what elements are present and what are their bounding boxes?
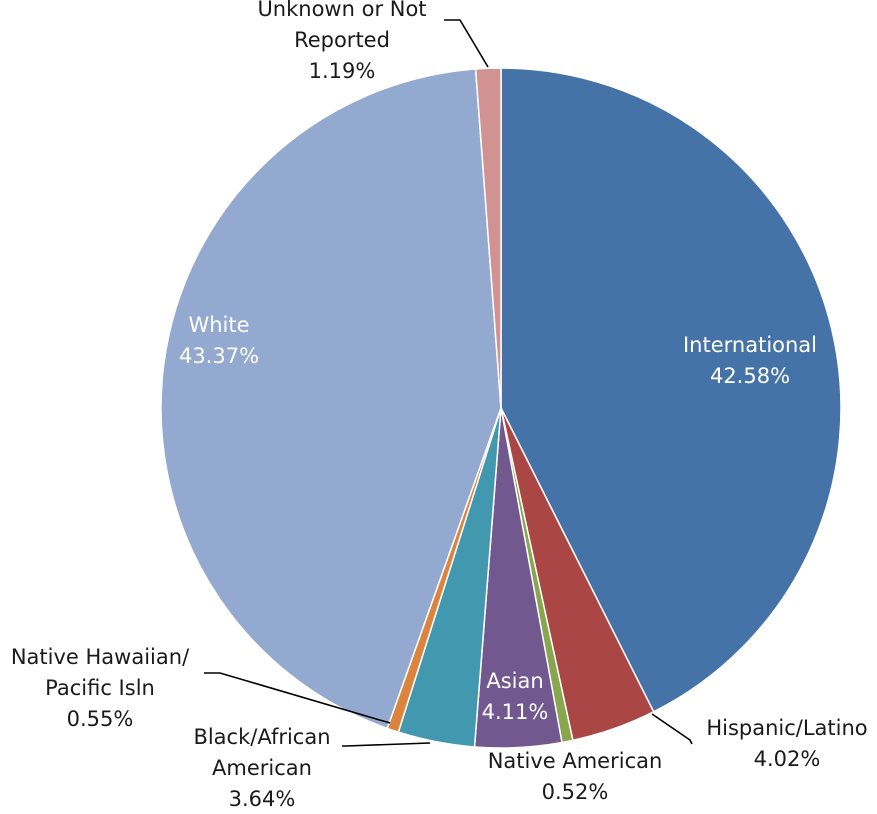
label-asian-line-1: Asian (486, 669, 543, 693)
label-native-hawaiian-line-2: Pacific Isln (45, 676, 155, 700)
leader-native-hawaiian (204, 672, 391, 724)
label-unknown-line-1: Unknown or Not (257, 0, 426, 21)
label-native-american: Native American 0.52% (488, 749, 663, 804)
label-black: Black/African American 3.64% (193, 725, 330, 811)
label-native-hawaiian: Native Hawaiian/Pacific Isln 0.55% (11, 645, 190, 731)
label-black-line-1: Black/African (193, 725, 330, 749)
label-international-line-1: International (683, 333, 817, 357)
label-black-line-3: 3.64% (229, 787, 296, 811)
label-hispanic-line-2: 4.02% (754, 747, 821, 771)
label-native-hawaiian-line-3: 0.55% (67, 707, 134, 731)
leader-hispanic (651, 713, 693, 745)
label-white: White 43.37% (179, 313, 259, 368)
label-black-line-2: American (212, 756, 312, 780)
label-unknown: Unknown or Not Reported 1.19% (257, 0, 426, 83)
label-asian: Asian 4.11% (482, 669, 549, 724)
label-white-line-1: White (188, 313, 249, 337)
leader-lines (204, 19, 693, 747)
label-international: International 42.58% (683, 333, 817, 388)
label-international-line-2: 42.58% (710, 364, 790, 388)
slice-international (500, 67, 842, 713)
pie-slices (160, 67, 842, 749)
leader-unknown (444, 19, 489, 68)
label-white-line-2: 43.37% (179, 344, 259, 368)
label-asian-line-2: 4.11% (482, 700, 549, 724)
label-hispanic-line-1: Hispanic/Latino (706, 716, 867, 740)
label-hispanic: Hispanic/Latino 4.02% (706, 716, 867, 771)
slice-white (160, 68, 502, 730)
label-native-american-line-2: 0.52% (542, 780, 609, 804)
label-native-american-line-1: Native American (488, 749, 663, 773)
leader-black (342, 742, 431, 747)
slice-unknown (474, 67, 502, 409)
label-unknown-line-3: 1.19% (309, 59, 376, 83)
slice-labels: International 42.58% Hispanic/Latino 4.02% N… (11, 0, 868, 811)
label-unknown-line-2: Reported (294, 28, 390, 52)
label-native-hawaiian-line-1: Native Hawaiian/ (11, 645, 190, 669)
